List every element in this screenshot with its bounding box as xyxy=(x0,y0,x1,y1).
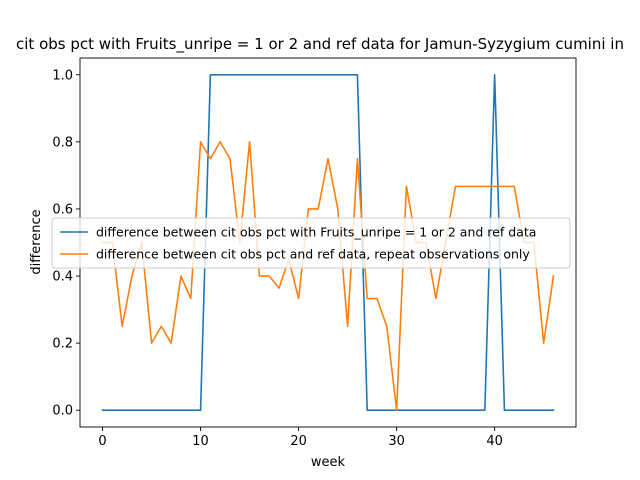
series-line-2 xyxy=(101,141,555,412)
chart-title: cit obs pct with Fruits_unripe = 1 or 2 … xyxy=(16,35,624,54)
legend-entry-2: difference between cit obs pct and ref d… xyxy=(96,247,530,262)
x-tick-label: 0 xyxy=(98,434,106,449)
y-tick-label: 0.0 xyxy=(52,404,73,419)
plot-area: 0 10 20 30 40 0.0 0.2 0.4 0.6 0.8 1.0 xyxy=(52,57,577,449)
y-tick-label: 0.4 xyxy=(52,270,73,285)
x-axis-label: week xyxy=(311,455,346,470)
y-tick-label: 0.2 xyxy=(52,337,73,352)
x-tick-label: 20 xyxy=(290,434,307,449)
y-tick-label: 0.8 xyxy=(52,135,73,150)
x-tick-label: 40 xyxy=(486,434,503,449)
legend-box xyxy=(51,217,571,269)
series-line-1 xyxy=(101,73,555,412)
x-tick-label: 30 xyxy=(388,434,405,449)
y-axis-label: difference xyxy=(29,209,44,274)
y-tick-label: 0.6 xyxy=(52,202,73,217)
legend-entry-1: difference between cit obs pct with Frui… xyxy=(96,225,536,240)
x-tick-label: 10 xyxy=(192,434,209,449)
y-tick-label: 1.0 xyxy=(52,68,73,83)
legend: difference between cit obs pct with Frui… xyxy=(51,217,571,269)
